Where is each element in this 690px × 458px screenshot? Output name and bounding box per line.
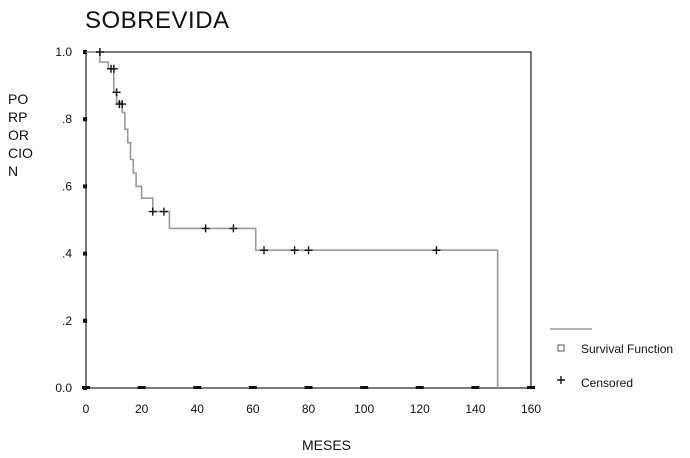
censored-marker <box>304 246 313 255</box>
y-tick-mark <box>83 50 87 54</box>
legend-plus-icon <box>557 376 565 384</box>
x-tick-mark <box>137 386 146 389</box>
y-tick-label: .6 <box>62 179 72 193</box>
y-tick-label: .4 <box>62 247 72 261</box>
chart-title: SOBREVIDA <box>85 7 230 34</box>
y-axis-title-line: OR <box>8 127 29 143</box>
x-tick-mark <box>527 386 535 389</box>
x-tick-mark <box>304 386 313 389</box>
x-tick-label: 160 <box>521 402 541 416</box>
x-tick-mark <box>248 386 257 389</box>
x-tick-label: 0 <box>83 402 90 416</box>
censored-marker <box>109 64 118 73</box>
x-tick-label: 80 <box>302 402 316 416</box>
y-axis-title-line: CIO <box>8 145 33 161</box>
censored-marker <box>260 246 268 255</box>
x-tick-label: 140 <box>465 402 485 416</box>
y-tick-mark <box>83 184 87 189</box>
y-axis-title-line: N <box>8 163 18 179</box>
x-tick-mark <box>82 386 90 389</box>
censored-marker <box>290 246 299 255</box>
plot-frame <box>85 51 532 389</box>
x-tick-mark <box>193 386 202 389</box>
y-axis-ticks: 0.0 .2 .4 .6 .8 1.0 <box>55 45 87 395</box>
x-tick-label: 120 <box>410 402 430 416</box>
x-axis-title: MESES <box>302 437 351 453</box>
x-tick-mark <box>360 386 369 389</box>
x-tick-label: 20 <box>135 402 149 416</box>
survival-function-line <box>86 51 499 388</box>
y-tick-label: 0.0 <box>55 381 72 395</box>
chart-legend: Survival Function Censored <box>550 328 673 390</box>
y-tick-label: 1.0 <box>55 45 72 59</box>
y-tick-label: .8 <box>62 112 72 126</box>
censor-marks <box>95 48 441 255</box>
censored-marker <box>201 224 210 233</box>
series-lines <box>86 51 499 388</box>
y-tick-mark <box>83 117 87 122</box>
censored-marker <box>112 88 121 97</box>
y-tick-label: .2 <box>62 314 72 328</box>
x-tick-label: 40 <box>191 402 205 416</box>
x-axis-ticks: 0 20 40 60 80 100 120 140 160 <box>82 386 541 416</box>
legend-square-icon <box>557 344 565 352</box>
censored-marker <box>95 48 104 56</box>
censored-marker <box>148 207 157 216</box>
y-axis-title-line: PO <box>8 91 28 107</box>
x-tick-label: 100 <box>354 402 374 416</box>
x-tick-mark <box>471 386 480 389</box>
x-tick-label: 60 <box>246 402 260 416</box>
legend-label-survival: Survival Function <box>581 342 673 356</box>
y-axis-title-line: RP <box>8 109 27 125</box>
censored-marker <box>118 100 127 109</box>
censored-marker <box>432 246 441 255</box>
censored-marker <box>229 224 238 233</box>
y-axis-title: PO RP OR CIO N <box>8 91 33 179</box>
legend-label-censored: Censored <box>581 376 633 390</box>
censored-marker <box>159 207 168 216</box>
y-tick-mark <box>83 251 87 256</box>
x-tick-mark <box>415 386 424 389</box>
y-tick-mark <box>83 318 87 323</box>
